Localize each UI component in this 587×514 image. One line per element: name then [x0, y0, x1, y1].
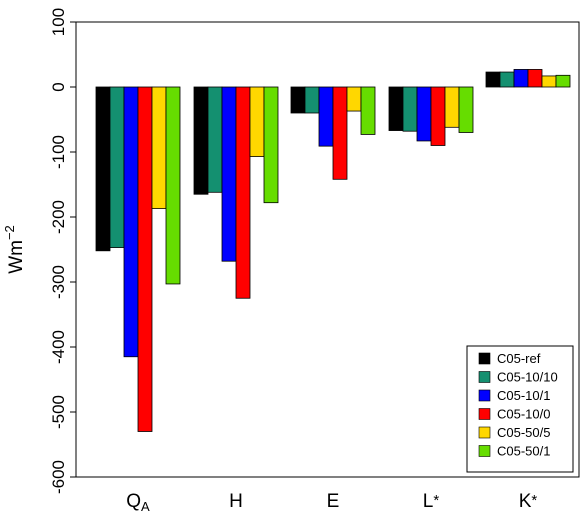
x-category-superscript: *	[433, 492, 439, 509]
bar-4-4	[430, 86, 446, 146]
bar-3-1	[123, 86, 139, 358]
y-axis-label: Wm−2	[2, 225, 27, 274]
y-tick-label: -300	[49, 265, 68, 299]
bar-5-5	[541, 75, 557, 88]
bar-3-3	[318, 86, 334, 147]
legend-swatch-5	[478, 426, 491, 439]
x-category-label: L*	[423, 491, 440, 512]
bar-4-5	[527, 69, 543, 88]
legend-label-1: C05-ref	[497, 351, 541, 366]
x-category-label: E	[327, 491, 340, 512]
y-tick-label: 0	[49, 82, 68, 91]
bar-2-4	[402, 86, 418, 132]
bar-5-1	[151, 86, 167, 209]
bar-6-3	[360, 86, 376, 135]
bar-5-2	[249, 86, 265, 157]
y-axis-label-text: Wm	[6, 240, 27, 274]
y-tick-label: -100	[49, 135, 68, 169]
legend-swatch-1	[478, 352, 491, 365]
legend-swatch-4	[478, 408, 491, 420]
bar-4-1	[137, 86, 153, 432]
bar-1-2	[193, 86, 209, 195]
x-category-main: H	[229, 491, 243, 512]
legend-label-3: C05-10/1	[497, 388, 550, 403]
x-category-label: QA	[126, 491, 150, 514]
legend-label-4: C05-10/0	[497, 407, 550, 422]
bar-2-5	[499, 71, 515, 88]
bar-6-4	[458, 86, 474, 133]
y-axis-label-superscript: −2	[2, 225, 17, 240]
bar-6-5	[555, 74, 571, 88]
bar-6-1	[165, 86, 181, 285]
bar-4-2	[235, 86, 251, 299]
legend-swatch-2	[478, 371, 491, 383]
x-category-subscript: A	[141, 499, 150, 514]
legend-swatch-6	[478, 445, 491, 457]
bar-2-1	[109, 86, 125, 248]
plot-frame	[75, 21, 580, 478]
x-category-main: L	[423, 491, 434, 512]
y-tick-label: -200	[49, 200, 68, 234]
x-category-superscript: *	[531, 492, 537, 509]
legend-label-2: C05-10/10	[497, 370, 558, 385]
bar-6-2	[263, 86, 279, 204]
y-tick-label: -600	[49, 460, 68, 494]
bar-1-1	[95, 86, 111, 252]
legend-label-6: C05-50/1	[497, 444, 550, 459]
bar-3-5	[513, 69, 529, 88]
bar-1-3	[290, 86, 306, 114]
bar-4-3	[332, 86, 348, 180]
x-category-main: Q	[126, 491, 141, 512]
y-tick-label: -500	[49, 395, 68, 429]
legend-swatch-3	[478, 389, 491, 402]
x-category-main: E	[327, 491, 340, 512]
bar-5-3	[346, 86, 362, 112]
bar-1-4	[388, 86, 404, 131]
bar-3-4	[416, 86, 432, 142]
x-category-label: K*	[519, 491, 538, 512]
legend-label-5: C05-50/5	[497, 425, 550, 440]
bar-2-2	[207, 86, 223, 193]
bar-5-4	[444, 86, 460, 128]
bar-3-2	[221, 86, 237, 262]
x-category-main: K	[519, 491, 532, 512]
y-tick-label: 100	[49, 8, 68, 36]
y-tick-label: -400	[49, 330, 68, 364]
x-category-label: H	[229, 491, 243, 512]
bar-2-3	[304, 86, 320, 114]
bar-1-5	[485, 71, 501, 88]
